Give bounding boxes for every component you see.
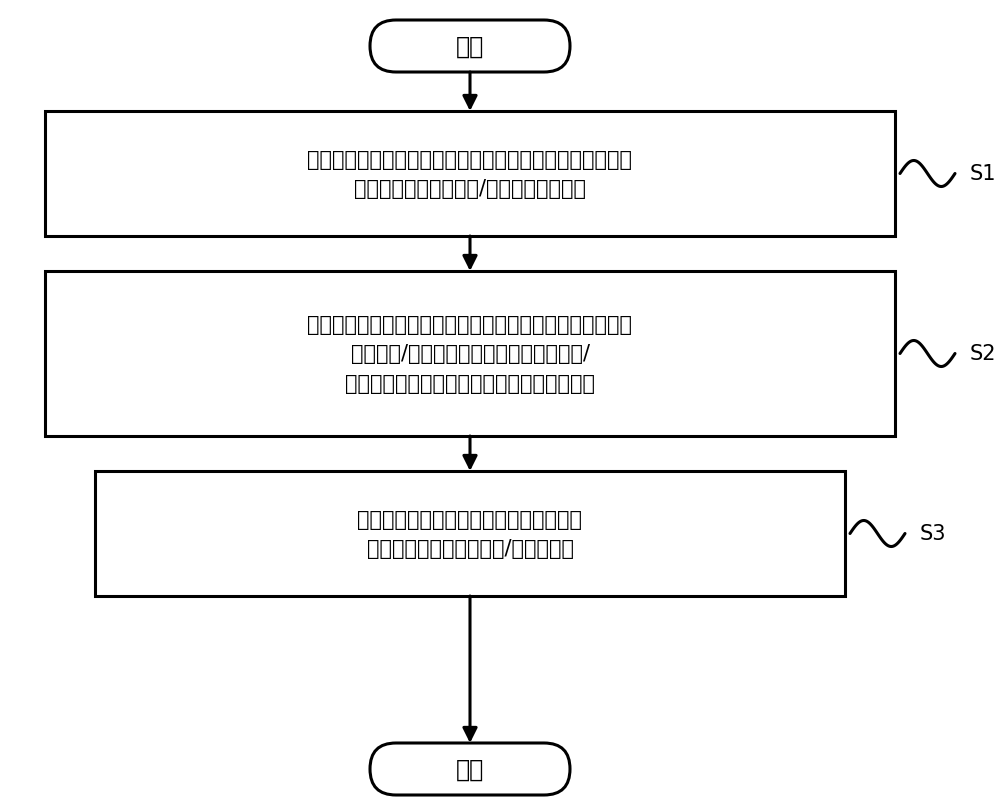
Text: 所述执行部分执行所述驱动控制部分的控
制指令，并执行相应的收/放线缆操作: 所述执行部分执行所述驱动控制部分的控 制指令，并执行相应的收/放线缆操作 <box>358 509 582 559</box>
Text: S3: S3 <box>920 524 947 544</box>
Text: 所述驱动控制部分根据所述深度信息，和所述反馈装置反馈
的实际收/放的线缆长度信息，编制线缆收/
放控制指令，并将该控制指令发送给执行部分: 所述驱动控制部分根据所述深度信息，和所述反馈装置反馈 的实际收/放的线缆长度信息… <box>308 315 633 393</box>
Text: S2: S2 <box>970 344 997 364</box>
Bar <box>95 471 845 596</box>
Text: S1: S1 <box>970 165 997 184</box>
Bar <box>45 112 895 237</box>
Text: 所述驱动控制部分接收所述深度测量装置测到的深度信息和
反馈装置反馈的实际收/放的线缆长度信息: 所述驱动控制部分接收所述深度测量装置测到的深度信息和 反馈装置反馈的实际收/放的… <box>308 149 633 199</box>
Bar <box>45 272 895 436</box>
FancyBboxPatch shape <box>370 21 570 73</box>
FancyBboxPatch shape <box>370 743 570 795</box>
Text: 开始: 开始 <box>456 35 484 59</box>
Text: 结束: 结束 <box>456 757 484 781</box>
